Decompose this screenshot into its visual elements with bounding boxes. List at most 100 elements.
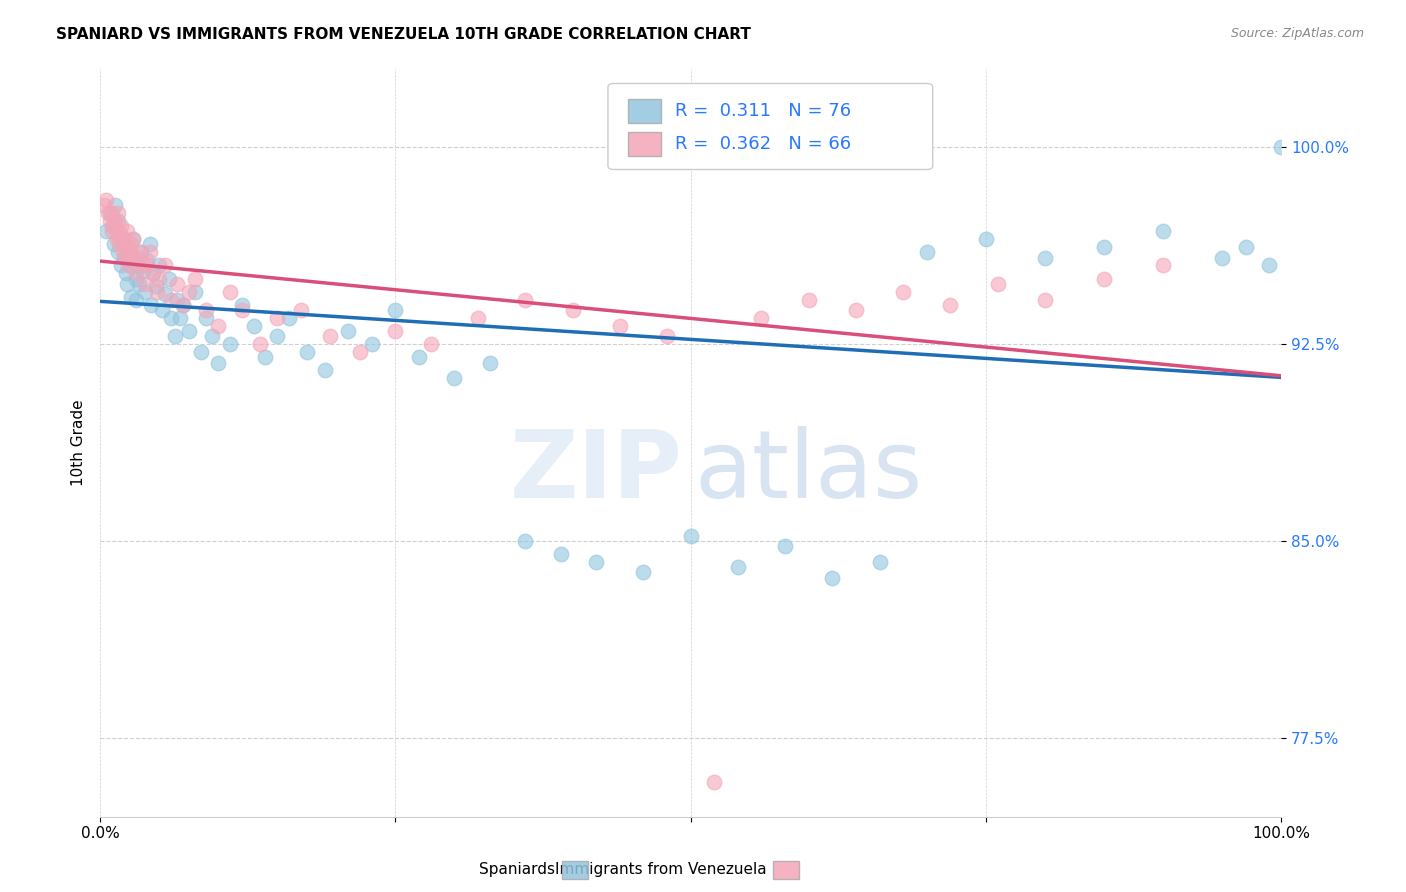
Point: [166, 277, 188, 291]
Point: [1211, 251, 1233, 265]
Point: [249, 337, 271, 351]
Point: [1152, 224, 1174, 238]
Point: [136, 253, 159, 268]
Point: [915, 245, 938, 260]
Point: [550, 547, 572, 561]
Point: [821, 571, 844, 585]
Point: [384, 303, 406, 318]
Point: [118, 245, 141, 260]
Point: [172, 298, 194, 312]
Point: [112, 251, 135, 265]
Point: [110, 259, 132, 273]
Point: [219, 285, 242, 299]
Text: ZIP: ZIP: [510, 426, 682, 518]
Point: [145, 279, 167, 293]
Point: [177, 285, 200, 299]
Point: [231, 298, 253, 312]
Point: [150, 303, 173, 318]
Point: [1234, 240, 1257, 254]
Point: [1270, 140, 1292, 154]
Bar: [628, 99, 661, 123]
Point: [290, 303, 312, 318]
Point: [231, 303, 253, 318]
Text: Spaniards: Spaniards: [479, 863, 555, 877]
Point: [101, 206, 124, 220]
Point: [254, 351, 277, 365]
Point: [98, 206, 121, 220]
Point: [138, 245, 160, 260]
Point: [295, 345, 318, 359]
Point: [108, 227, 131, 241]
Point: [845, 303, 868, 318]
Point: [869, 555, 891, 569]
Point: [139, 298, 162, 312]
Point: [278, 310, 301, 325]
Point: [207, 318, 229, 333]
Text: atlas: atlas: [695, 426, 922, 518]
Point: [117, 224, 139, 238]
Point: [120, 237, 142, 252]
Point: [103, 219, 125, 233]
Text: R =  0.362   N = 66: R = 0.362 N = 66: [675, 135, 852, 153]
Point: [107, 224, 129, 238]
Point: [1033, 293, 1056, 307]
Point: [751, 310, 773, 325]
Point: [131, 263, 153, 277]
Point: [94, 224, 117, 238]
Point: [360, 337, 382, 351]
Point: [1092, 240, 1115, 254]
Point: [124, 293, 146, 307]
Point: [114, 251, 136, 265]
Point: [266, 310, 288, 325]
Point: [314, 363, 336, 377]
Point: [797, 293, 820, 307]
Point: [679, 529, 702, 543]
Point: [163, 329, 186, 343]
Point: [1033, 251, 1056, 265]
Point: [107, 213, 129, 227]
Point: [177, 324, 200, 338]
Point: [703, 775, 725, 789]
Point: [110, 232, 132, 246]
Point: [609, 318, 631, 333]
Point: [103, 237, 125, 252]
Point: [115, 237, 138, 252]
Point: [727, 560, 749, 574]
Text: Immigrants from Venezuela: Immigrants from Venezuela: [554, 863, 766, 877]
FancyBboxPatch shape: [607, 84, 932, 169]
Point: [266, 329, 288, 343]
Point: [153, 287, 176, 301]
Point: [110, 219, 132, 233]
Point: [93, 198, 115, 212]
Y-axis label: 10th Grade: 10th Grade: [72, 400, 86, 486]
Point: [112, 232, 135, 246]
Point: [127, 259, 149, 273]
Bar: [628, 132, 661, 156]
Point: [655, 329, 678, 343]
Point: [94, 193, 117, 207]
Point: [242, 318, 264, 333]
Point: [974, 232, 997, 246]
Point: [219, 337, 242, 351]
Point: [1152, 259, 1174, 273]
Point: [131, 259, 153, 273]
Point: [773, 539, 796, 553]
Point: [148, 259, 170, 273]
Point: [478, 355, 501, 369]
Point: [128, 277, 150, 291]
Point: [134, 277, 156, 291]
Point: [101, 224, 124, 238]
Text: SPANIARD VS IMMIGRANTS FROM VENEZUELA 10TH GRADE CORRELATION CHART: SPANIARD VS IMMIGRANTS FROM VENEZUELA 10…: [56, 27, 751, 42]
Point: [157, 271, 180, 285]
Point: [1092, 271, 1115, 285]
Point: [515, 293, 537, 307]
Point: [101, 219, 124, 233]
Point: [349, 345, 371, 359]
Point: [146, 285, 169, 299]
Point: [160, 293, 183, 307]
Point: [633, 566, 655, 580]
Point: [195, 303, 218, 318]
Point: [467, 310, 489, 325]
Point: [207, 355, 229, 369]
Point: [169, 310, 191, 325]
